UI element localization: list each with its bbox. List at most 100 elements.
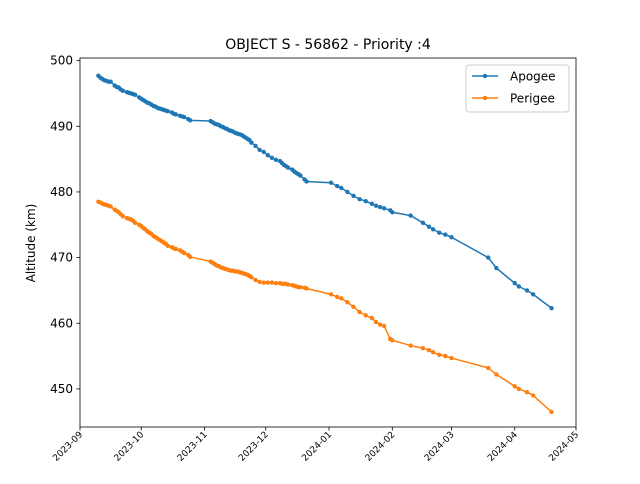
perigee-data-point (437, 352, 442, 357)
apogee-legend-marker (482, 73, 488, 79)
perigee-data-point (334, 294, 340, 300)
perigee-data-point (132, 220, 138, 225)
perigee-data-point (363, 313, 368, 318)
apogee-data-point (351, 193, 356, 199)
apogee-data-point (449, 235, 454, 240)
perigee-data-point (265, 280, 270, 285)
apogee-data-point (369, 201, 375, 206)
apogee-data-point (269, 155, 275, 160)
apogee-data-point (494, 265, 499, 271)
apogee-data-point (339, 185, 344, 191)
apogee-data-point (108, 79, 113, 84)
apogee-data-point (373, 203, 379, 208)
apogee-data-point (408, 213, 413, 218)
apogee-data-point (512, 281, 517, 286)
perigee-data-point (390, 338, 395, 343)
x-tick-label: 2023-11 (176, 430, 210, 464)
apogee-data-point (257, 147, 262, 153)
x-tick-label: 2023-10 (113, 430, 147, 464)
perigee-data-point (165, 243, 170, 248)
plot-area (96, 73, 554, 415)
apogee-data-point (273, 157, 279, 162)
perigee-data-point (369, 315, 375, 321)
perigee-data-point (304, 286, 309, 291)
y-tick-label: 470 (50, 251, 73, 265)
apogee-data-point (298, 173, 303, 178)
perigee-data-point (357, 309, 362, 315)
apogee-data-point (363, 198, 368, 204)
y-tick-label: 460 (50, 316, 73, 330)
apogee-data-point (249, 140, 254, 145)
perigee-data-point (257, 279, 262, 285)
apogee-data-point (165, 108, 170, 114)
perigee-data-point (381, 323, 387, 329)
apogee-data-point (120, 88, 126, 94)
apogee-data-point (132, 92, 138, 97)
apogee-data-point (524, 288, 530, 293)
legend: Apogee Perigee (465, 64, 570, 113)
x-tick-label: 2024-03 (423, 430, 457, 464)
y-tick-label: 490 (50, 119, 73, 133)
perigee-data-point (249, 275, 254, 280)
apogee-data-point (530, 292, 536, 297)
apogee-data-point (443, 232, 448, 237)
perigee-data-point (524, 390, 530, 395)
perigee-data-point (494, 372, 499, 377)
perigee-data-point (512, 384, 517, 389)
apogee-data-point (420, 220, 426, 225)
perigee-data-point (408, 343, 413, 348)
apogee-data-point (381, 206, 387, 211)
perigee-data-point (298, 284, 303, 290)
perigee-data-point (420, 346, 426, 351)
apogee-data-point (345, 189, 350, 195)
y-tick-label: 450 (50, 382, 73, 396)
x-tick-label: 2024-02 (364, 430, 398, 464)
perigee-data-point (345, 300, 350, 305)
apogee-data-point (430, 227, 436, 232)
y-axis-label: Altitude (km) (24, 204, 38, 283)
perigee-data-point (549, 409, 554, 415)
apogee-data-point (426, 224, 432, 229)
perigee-data-point (188, 254, 193, 260)
perigee-data-point (339, 296, 344, 301)
perigee-data-point (261, 280, 266, 285)
apogee-data-point (516, 284, 522, 289)
x-tick-label: 2023-09 (51, 430, 85, 464)
perigee-data-point (120, 214, 126, 219)
x-tick-label: 2023-12 (237, 430, 271, 464)
apogee-data-point (334, 183, 340, 189)
apogee-data-point (304, 179, 309, 184)
perigee-data-point (449, 355, 454, 361)
x-tick-label: 2024-01 (300, 430, 334, 464)
perigee-data-point (516, 386, 522, 392)
x-tick-label: 2024-04 (486, 430, 520, 464)
perigee-data-point (443, 353, 448, 359)
perigee-legend-label: Perigee (510, 92, 555, 106)
apogee-data-point (437, 230, 442, 235)
x-tick-label: 2024-05 (547, 430, 581, 464)
perigee-legend-marker (482, 95, 488, 101)
apogee-data-point (357, 196, 362, 202)
chart-title: OBJECT S - 56862 - Priority :4 (225, 37, 431, 53)
perigee-data-point (373, 319, 379, 325)
apogee-data-point (328, 180, 334, 185)
apogee-data-point (377, 204, 383, 210)
apogee-data-point (390, 210, 395, 215)
apogee-data-point (253, 143, 258, 149)
apogee-data-point (181, 114, 187, 120)
perigee-data-point (430, 349, 436, 355)
perigee-data-point (377, 322, 383, 327)
perigee-data-point (181, 250, 187, 256)
plot-frame (79, 57, 577, 428)
perigee-series-line (98, 201, 553, 413)
perigee-data-point (269, 280, 275, 285)
apogee-legend-label: Apogee (510, 70, 556, 84)
perigee-data-point (286, 282, 291, 287)
apogee-data-point (261, 149, 266, 155)
perigee-data-point (253, 277, 258, 283)
apogee-data-point (188, 118, 193, 123)
perigee-data-point (328, 292, 334, 297)
perigee-data-point (351, 304, 356, 310)
perigee-data-point (486, 365, 491, 371)
